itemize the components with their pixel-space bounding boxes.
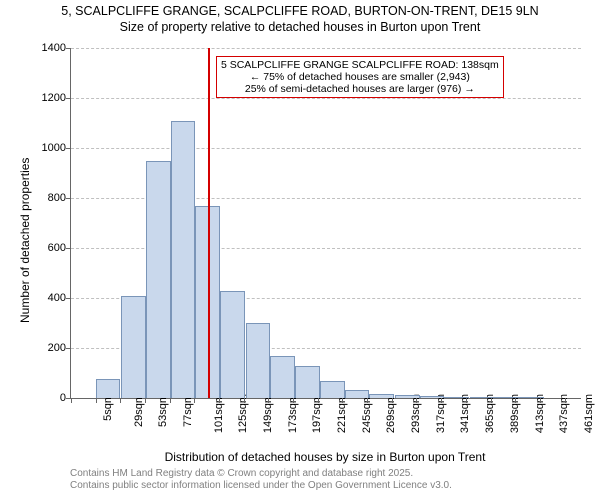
xtick-mark	[515, 398, 516, 403]
histogram-bar	[171, 121, 196, 399]
ytick-label: 400	[26, 292, 66, 304]
callout-line: 25% of semi-detached houses are larger (…	[221, 83, 499, 95]
ytick-label: 800	[26, 192, 66, 204]
histogram-bar	[369, 394, 394, 399]
gridline	[71, 48, 581, 49]
ytick-mark	[66, 148, 71, 149]
xtick-mark	[194, 398, 195, 403]
xtick-label: 77sqm	[182, 394, 194, 427]
xtick-mark	[293, 398, 294, 403]
ytick-mark	[66, 198, 71, 199]
xtick-mark	[318, 398, 319, 403]
attribution-line2: Contains public sector information licen…	[70, 480, 452, 492]
ytick-label: 600	[26, 242, 66, 254]
histogram-bar	[246, 323, 271, 398]
ytick-mark	[66, 48, 71, 49]
histogram-bar	[270, 356, 295, 399]
x-axis-label: Distribution of detached houses by size …	[70, 450, 580, 464]
xtick-mark	[219, 398, 220, 403]
ytick-mark	[66, 248, 71, 249]
ytick-label: 1200	[26, 92, 66, 104]
xtick-mark	[367, 398, 368, 403]
histogram-bar	[295, 366, 320, 399]
xtick-mark	[268, 398, 269, 403]
callout-line: 5 SCALPCLIFFE GRANGE SCALPCLIFFE ROAD: 1…	[221, 59, 499, 71]
xtick-mark	[96, 398, 97, 403]
histogram-bar	[420, 396, 445, 399]
histogram-bar	[96, 379, 121, 398]
title-line2: Size of property relative to detached ho…	[0, 20, 600, 36]
xtick-mark	[71, 398, 72, 403]
xtick-mark	[342, 398, 343, 403]
histogram-bar	[121, 296, 146, 399]
histogram-bar	[495, 397, 520, 398]
histogram-bar	[345, 390, 370, 398]
gridline	[71, 98, 581, 99]
ytick-label: 200	[26, 342, 66, 354]
xtick-mark	[466, 398, 467, 403]
histogram-bar	[470, 397, 495, 398]
histogram-bar	[444, 397, 469, 398]
ytick-label: 1000	[26, 142, 66, 154]
xtick-mark	[565, 398, 566, 403]
histogram-bar	[395, 395, 420, 398]
ytick-mark	[66, 98, 71, 99]
histogram-bar	[519, 397, 544, 398]
ytick-mark	[66, 298, 71, 299]
xtick-mark	[416, 398, 417, 403]
title-line1: 5, SCALPCLIFFE GRANGE, SCALPCLIFFE ROAD,…	[0, 4, 600, 20]
xtick-label: 461sqm	[583, 394, 595, 433]
chart-title: 5, SCALPCLIFFE GRANGE, SCALPCLIFFE ROAD,…	[0, 0, 600, 35]
xtick-mark	[170, 398, 171, 403]
xtick-mark	[491, 398, 492, 403]
ytick-label: 1400	[26, 42, 66, 54]
histogram-bar	[220, 291, 245, 399]
histogram-bar	[320, 381, 345, 399]
xtick-mark	[244, 398, 245, 403]
chart-container: 5, SCALPCLIFFE GRANGE, SCALPCLIFFE ROAD,…	[0, 0, 600, 500]
xtick-label: 53sqm	[157, 394, 169, 427]
ytick-label: 0	[26, 392, 66, 404]
ytick-mark	[66, 348, 71, 349]
xtick-mark	[540, 398, 541, 403]
xtick-mark	[441, 398, 442, 403]
xtick-label: 5sqm	[102, 394, 114, 421]
marker-line	[208, 48, 210, 398]
xtick-label: 29sqm	[133, 394, 145, 427]
plot-area: 02004006008001000120014005sqm29sqm53sqm7…	[70, 48, 581, 399]
xtick-mark	[392, 398, 393, 403]
xtick-mark	[120, 398, 121, 403]
callout-box: 5 SCALPCLIFFE GRANGE SCALPCLIFFE ROAD: 1…	[216, 56, 504, 98]
attribution-line1: Contains HM Land Registry data © Crown c…	[70, 468, 452, 480]
y-axis-label: Number of detached properties	[18, 158, 32, 323]
attribution: Contains HM Land Registry data © Crown c…	[70, 468, 452, 492]
xtick-mark	[145, 398, 146, 403]
gridline	[71, 148, 581, 149]
histogram-bar	[146, 161, 171, 399]
callout-line: ← 75% of detached houses are smaller (2,…	[221, 71, 499, 83]
